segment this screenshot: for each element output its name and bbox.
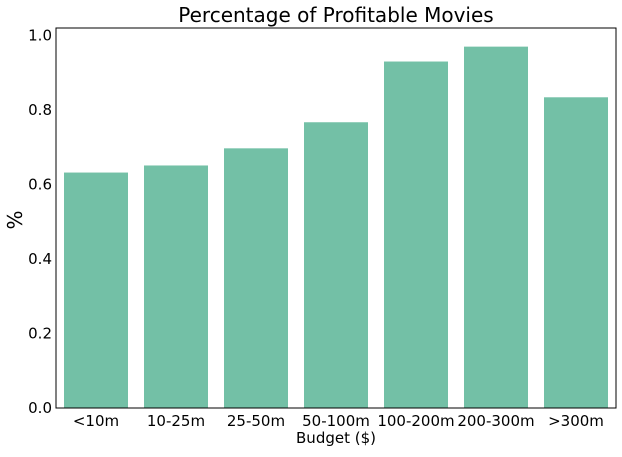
x-tick-label-2: 25-50m [227,412,285,430]
y-tick-label-5: 1.0 [28,26,52,44]
x-axis: <10m 10-25m 25-50m 50-100m 100-200m 200-300m >… [73,412,604,430]
x-axis-label: Budget ($) [296,429,376,447]
x-tick-label-6: >300m [548,412,604,430]
bar-0 [64,172,128,408]
chart-title: Percentage of Profitable Movies [178,3,493,27]
x-tick-label-0: <10m [73,412,119,430]
bar-1 [144,165,208,408]
x-tick-label-4: 100-200m [377,412,454,430]
bar-2 [224,148,288,408]
x-tick-label-5: 200-300m [457,412,534,430]
x-tick-label-1: 10-25m [147,412,205,430]
bar-3 [304,122,368,408]
y-tick-label-3: 0.6 [28,175,52,193]
y-tick-label-2: 0.4 [28,250,52,268]
bar-4 [384,61,448,408]
x-tick-label-3: 50-100m [302,412,370,430]
y-tick-label-0: 0.0 [28,399,52,417]
y-axis-label: % [3,210,27,229]
plot-frame [55,27,617,409]
y-tick-label-4: 0.8 [28,101,52,119]
y-axis: 0.0 0.2 0.4 0.6 0.8 1.0 [28,26,52,417]
bars-group [64,46,608,408]
bar-5 [464,46,528,408]
y-tick-label-1: 0.2 [28,324,52,342]
bar-6 [544,97,608,408]
